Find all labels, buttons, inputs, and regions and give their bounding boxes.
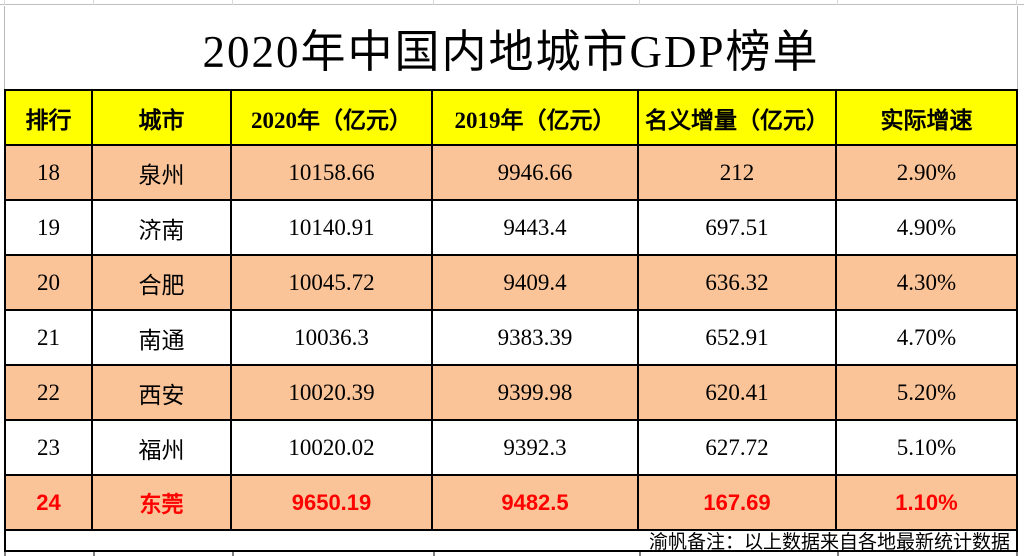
gridline-stub [232, 0, 233, 5]
grid-tick [837, 552, 839, 556]
cell-24-gdp-2019: 9482.5 [433, 476, 637, 529]
cell-18-nominal-increase: 212 [639, 146, 835, 199]
cell-19-rank: 19 [6, 201, 91, 254]
cell-18-rank: 18 [6, 146, 91, 199]
cell-22-nominal-increase: 620.41 [639, 366, 835, 419]
gridline-stub [4, 0, 5, 5]
grid-tick [433, 552, 435, 556]
cell-19-real-growth: 4.90% [837, 201, 1016, 254]
spreadsheet-bottom-edge [0, 552, 1024, 556]
cell-19-nominal-increase: 697.51 [639, 201, 835, 254]
cell-20-gdp-2019: 9409.4 [433, 256, 637, 309]
column-header-nominal_increase: 名义增量（亿元） [639, 91, 835, 144]
cell-24-city: 东莞 [93, 476, 230, 529]
cell-23-rank: 23 [6, 421, 91, 474]
column-header-gdp_2019: 2019年（亿元） [433, 91, 637, 144]
gridline-stub [1016, 0, 1017, 5]
cell-21-real-growth: 4.70% [837, 311, 1016, 364]
cell-20-real-growth: 4.30% [837, 256, 1016, 309]
cell-20-nominal-increase: 636.32 [639, 256, 835, 309]
gdp-table-grid: 排行 城市 2020年（亿元） 2019年（亿元） 名义增量（亿元） 实际增速 18 泉州 10… [4, 89, 1018, 531]
grid-tick [4, 552, 6, 556]
cell-23-city: 福州 [93, 421, 230, 474]
footnote-row: 渝帆备注：以上数据来自各地最新统计数据 [4, 531, 1018, 553]
gridline-stub [93, 0, 94, 5]
cell-24-nominal-increase: 167.69 [639, 476, 835, 529]
column-header-real_growth: 实际增速 [837, 91, 1016, 144]
cell-23-gdp-2020: 10020.02 [232, 421, 431, 474]
cell-18-city: 泉州 [93, 146, 230, 199]
cell-19-gdp-2019: 9443.4 [433, 201, 637, 254]
cell-18-real-growth: 2.90% [837, 146, 1016, 199]
gdp-table: 2020年中国内地城市GDP榜单 排行 城市 2020年（亿元） 2019年（亿元）名… [4, 6, 1018, 553]
cell-18-gdp-2019: 9946.66 [433, 146, 637, 199]
cell-21-nominal-increase: 652.91 [639, 311, 835, 364]
column-header-gdp_2020: 2020年（亿元） [232, 91, 431, 144]
cell-23-gdp-2019: 9392.3 [433, 421, 637, 474]
footnote-text: 渝帆备注：以上数据来自各地最新统计数据 [648, 532, 1010, 553]
grid-tick [232, 552, 234, 556]
grid-tick [639, 552, 641, 556]
cell-18-gdp-2020: 10158.66 [232, 146, 431, 199]
spreadsheet-top-edge [0, 0, 1024, 5]
cell-24-rank: 24 [6, 476, 91, 529]
gridline-stub [639, 0, 640, 5]
grid-tick [93, 552, 95, 556]
cell-19-gdp-2020: 10140.91 [232, 201, 431, 254]
cell-22-real-growth: 5.20% [837, 366, 1016, 419]
cell-24-gdp-2020: 9650.19 [232, 476, 431, 529]
cell-21-city: 南通 [93, 311, 230, 364]
cell-24-real-growth: 1.10% [837, 476, 1016, 529]
cell-22-rank: 22 [6, 366, 91, 419]
cell-21-rank: 21 [6, 311, 91, 364]
gridline-stub [837, 0, 838, 5]
cell-22-gdp-2019: 9399.98 [433, 366, 637, 419]
table-title: 2020年中国内地城市GDP榜单 [4, 6, 1018, 89]
cell-19-city: 济南 [93, 201, 230, 254]
cell-22-city: 西安 [93, 366, 230, 419]
cell-20-gdp-2020: 10045.72 [232, 256, 431, 309]
column-header-city: 城市 [93, 91, 230, 144]
cell-23-real-growth: 5.10% [837, 421, 1016, 474]
grid-tick [1016, 552, 1018, 556]
cell-22-gdp-2020: 10020.39 [232, 366, 431, 419]
gridline-stub [433, 0, 434, 5]
cell-20-rank: 20 [6, 256, 91, 309]
cell-21-gdp-2019: 9383.39 [433, 311, 637, 364]
column-header-rank: 排行 [6, 91, 91, 144]
cell-23-nominal-increase: 627.72 [639, 421, 835, 474]
cell-20-city: 合肥 [93, 256, 230, 309]
cell-21-gdp-2020: 10036.3 [232, 311, 431, 364]
